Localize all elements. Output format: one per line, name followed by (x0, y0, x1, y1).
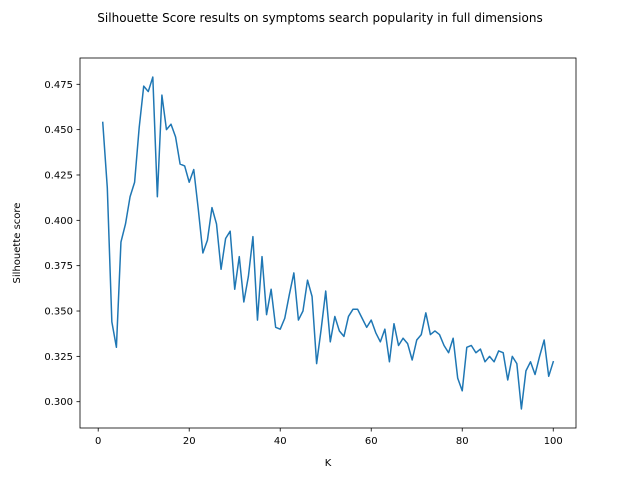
y-tick-label: 0.325 (44, 352, 73, 363)
x-axis: 0 20 40 60 80 100 (95, 428, 563, 447)
y-axis: 0.300 0.325 0.350 0.375 0.400 0.425 0.450 0.475 (44, 80, 80, 408)
y-tick-label: 0.300 (44, 397, 73, 408)
y-tick-label: 0.450 (44, 125, 73, 136)
x-tick-label: 100 (544, 436, 563, 447)
axes-frame (79, 57, 577, 429)
y-tick-label: 0.375 (44, 261, 73, 272)
series-line-silhouette (101, 76, 555, 410)
x-tick-label: 40 (274, 436, 287, 447)
x-tick-label: 20 (183, 436, 196, 447)
x-tick-label: 80 (456, 436, 469, 447)
y-tick-label: 0.400 (44, 216, 73, 227)
chart-title: Silhouette Score results on symptoms sea… (97, 11, 542, 25)
x-axis-label: K (325, 458, 332, 469)
plot-area (79, 57, 577, 429)
y-tick-label: 0.425 (44, 170, 73, 181)
y-axis-label: Silhouette score (12, 203, 23, 284)
x-tick-label: 60 (365, 436, 378, 447)
y-tick-label: 0.350 (44, 307, 73, 318)
x-tick-label: 0 (95, 436, 101, 447)
y-tick-label: 0.475 (44, 80, 73, 91)
